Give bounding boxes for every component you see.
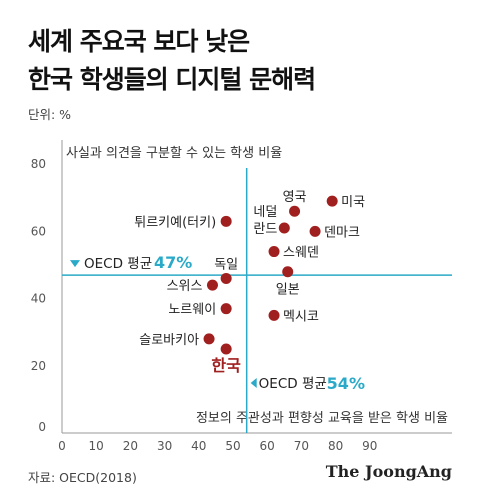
point-label: 미국 <box>341 195 365 210</box>
x-tick-label: 20 <box>123 439 138 453</box>
data-point <box>203 333 215 345</box>
point-label: 스웨덴 <box>283 246 319 261</box>
point-label: 영국 <box>283 190 307 205</box>
point-label: 덴마크 <box>324 225 360 240</box>
data-point <box>289 205 301 217</box>
point-label: 스위스 <box>167 279 203 294</box>
chart-title-line2: 한국 학생들의 디지털 문해력 <box>28 65 316 94</box>
y-axis-title: 사실과 의견을 구분할 수 있는 학생 비율 <box>66 146 282 161</box>
x-tick-label: 0 <box>58 439 66 453</box>
oecd-avg-x-value: 54% <box>327 374 365 393</box>
data-point <box>268 246 280 258</box>
data-point <box>220 343 232 355</box>
point-label: 노르웨이 <box>168 303 216 318</box>
unit-label: 단위: % <box>28 107 72 122</box>
x-tick-label: 80 <box>328 439 343 453</box>
data-point <box>309 225 321 237</box>
publisher-logo: The JoongAng <box>325 462 452 481</box>
point-label: 네덜 <box>253 205 277 220</box>
x-tick-label: 70 <box>294 439 309 453</box>
point-label: 일본 <box>276 283 300 298</box>
chart-title-line1: 세계 주요국 보다 낮은 <box>28 27 250 56</box>
scatter-chart: 0 10 20 30 40 50 60 70 80 90 0 20 40 60 80 사실과 의견을 구분할 … <box>31 140 452 453</box>
point-label: 한국 <box>211 356 241 375</box>
data-point <box>220 215 232 227</box>
source-label: 자료: OECD(2018) <box>28 470 137 485</box>
data-point <box>268 309 280 321</box>
x-tick-label: 50 <box>225 439 240 453</box>
x-tick-label: 90 <box>362 439 377 453</box>
oecd-avg-y-value: 47% <box>154 253 192 272</box>
point-label: 독일 <box>214 257 238 272</box>
point-label: 튀르키예(터키) <box>134 215 216 230</box>
oecd-avg-x-label: OECD 평균 <box>259 376 327 392</box>
oecd-avg-y-label: OECD 평균 <box>84 256 152 272</box>
y-tick-label: 60 <box>31 224 46 238</box>
x-tick-label: 10 <box>89 439 104 453</box>
data-point <box>282 266 294 278</box>
y-tick-label: 80 <box>31 157 46 171</box>
triangle-down-icon <box>70 260 80 268</box>
triangle-left-icon <box>250 378 257 388</box>
y-tick-label: 40 <box>31 292 46 306</box>
data-point <box>326 195 338 207</box>
x-tick-label: 60 <box>260 439 275 453</box>
data-point <box>278 222 290 234</box>
data-point <box>220 272 232 284</box>
data-point <box>220 303 232 315</box>
x-tick-label: 30 <box>157 439 172 453</box>
point-label: 슬로바키아 <box>139 333 199 348</box>
x-tick-label: 40 <box>191 439 206 453</box>
data-point <box>206 279 218 291</box>
x-axis-title: 정보의 주관성과 편향성 교육을 받은 학생 비율 <box>196 411 448 426</box>
y-tick-label: 20 <box>31 359 46 373</box>
y-tick-label: 0 <box>38 420 46 434</box>
point-label: 란드 <box>253 222 277 237</box>
point-label: 멕시코 <box>283 309 319 324</box>
